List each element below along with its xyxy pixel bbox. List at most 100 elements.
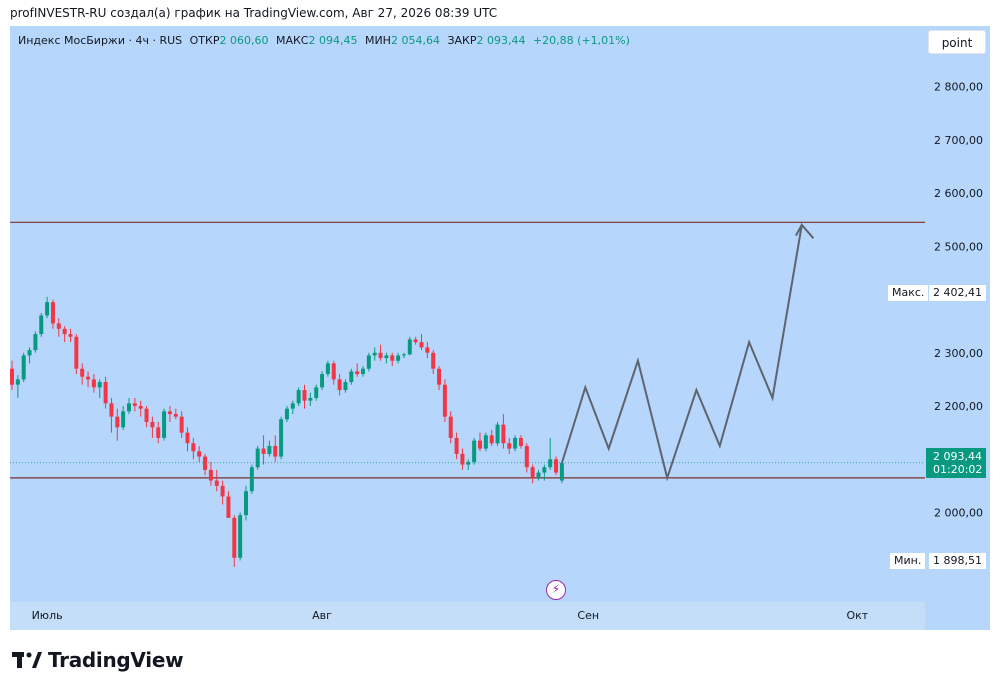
candle[interactable] xyxy=(478,432,482,452)
candle[interactable] xyxy=(50,299,55,329)
candle[interactable] xyxy=(530,464,535,484)
candle[interactable] xyxy=(437,366,442,391)
candle[interactable] xyxy=(103,376,108,409)
candle[interactable] xyxy=(401,352,406,359)
candle[interactable] xyxy=(121,406,126,430)
candle[interactable] xyxy=(320,371,325,391)
candle[interactable] xyxy=(203,453,208,476)
candle[interactable] xyxy=(127,398,131,414)
candle[interactable] xyxy=(27,347,32,364)
candle[interactable] xyxy=(138,400,143,417)
candle[interactable] xyxy=(349,368,354,385)
candle[interactable] xyxy=(308,392,313,406)
candle[interactable] xyxy=(74,334,79,375)
candle[interactable] xyxy=(442,379,447,422)
candle[interactable] xyxy=(238,512,243,561)
candle[interactable] xyxy=(279,416,284,460)
candle[interactable] xyxy=(214,469,219,492)
candle[interactable] xyxy=(454,432,459,460)
candle[interactable] xyxy=(39,312,44,337)
candle[interactable] xyxy=(226,491,231,518)
candle[interactable] xyxy=(396,352,401,364)
candle[interactable] xyxy=(325,360,330,377)
candle[interactable] xyxy=(273,435,278,462)
candle[interactable] xyxy=(413,336,418,345)
candle[interactable] xyxy=(244,485,248,521)
candle[interactable] xyxy=(548,437,553,470)
candle[interactable] xyxy=(431,350,436,375)
candle[interactable] xyxy=(489,429,494,446)
candle[interactable] xyxy=(518,435,523,449)
point-button[interactable]: point xyxy=(928,30,986,54)
candle[interactable] xyxy=(10,360,14,391)
candle[interactable] xyxy=(513,435,518,452)
candle[interactable] xyxy=(267,440,272,457)
candle[interactable] xyxy=(97,379,102,399)
candle[interactable] xyxy=(15,375,20,399)
candle[interactable] xyxy=(343,379,348,393)
candle[interactable] xyxy=(232,515,237,567)
candle[interactable] xyxy=(115,408,120,441)
candle[interactable] xyxy=(284,406,289,422)
candle[interactable] xyxy=(261,435,266,465)
candle[interactable] xyxy=(249,464,254,494)
candle[interactable] xyxy=(542,464,547,481)
candle[interactable] xyxy=(384,352,389,364)
candle[interactable] xyxy=(331,360,336,385)
candle[interactable] xyxy=(56,318,61,337)
candle[interactable] xyxy=(378,344,383,361)
candle[interactable] xyxy=(507,437,512,454)
candle[interactable] xyxy=(372,347,377,361)
candle[interactable] xyxy=(197,445,202,462)
projection-polyline[interactable] xyxy=(560,222,815,482)
lightning-icon[interactable]: ⚡ xyxy=(546,580,566,600)
candle[interactable] xyxy=(150,416,155,438)
candle[interactable] xyxy=(162,408,167,441)
candle[interactable] xyxy=(109,398,114,433)
candle[interactable] xyxy=(495,421,500,446)
candle[interactable] xyxy=(355,363,360,377)
candle[interactable] xyxy=(179,411,184,438)
candle[interactable] xyxy=(524,443,529,473)
candle[interactable] xyxy=(220,480,225,505)
candle[interactable] xyxy=(191,437,196,460)
candle[interactable] xyxy=(302,384,307,409)
candle[interactable] xyxy=(314,384,319,401)
candle[interactable] xyxy=(255,445,260,470)
candle[interactable] xyxy=(62,326,67,343)
candle[interactable] xyxy=(466,459,471,470)
candle[interactable] xyxy=(68,328,73,343)
candle[interactable] xyxy=(554,456,559,476)
candle[interactable] xyxy=(208,461,213,486)
candle[interactable] xyxy=(156,421,161,444)
candle[interactable] xyxy=(185,427,190,452)
candle[interactable] xyxy=(419,334,424,351)
candle[interactable] xyxy=(167,406,172,422)
candle[interactable] xyxy=(448,411,453,444)
candle[interactable] xyxy=(132,398,137,412)
candle[interactable] xyxy=(460,448,465,470)
candle[interactable] xyxy=(86,371,91,388)
candle[interactable] xyxy=(21,352,26,383)
candle[interactable] xyxy=(472,437,477,465)
candle[interactable] xyxy=(337,374,342,396)
candle[interactable] xyxy=(559,461,564,484)
candle[interactable] xyxy=(144,406,149,428)
candle[interactable] xyxy=(173,408,178,420)
candle[interactable] xyxy=(390,352,395,367)
candle[interactable] xyxy=(80,363,85,385)
candle[interactable] xyxy=(425,342,430,359)
candle[interactable] xyxy=(361,366,365,377)
candle[interactable] xyxy=(296,387,301,406)
candle[interactable] xyxy=(33,331,38,353)
candle[interactable] xyxy=(45,296,50,319)
candle[interactable] xyxy=(501,413,506,449)
candle[interactable] xyxy=(536,469,541,481)
candle[interactable] xyxy=(483,432,488,452)
candle[interactable] xyxy=(407,336,412,356)
candle[interactable] xyxy=(290,400,295,414)
candle[interactable] xyxy=(366,352,371,372)
candle[interactable] xyxy=(91,374,96,393)
chart-area[interactable] xyxy=(10,26,990,630)
